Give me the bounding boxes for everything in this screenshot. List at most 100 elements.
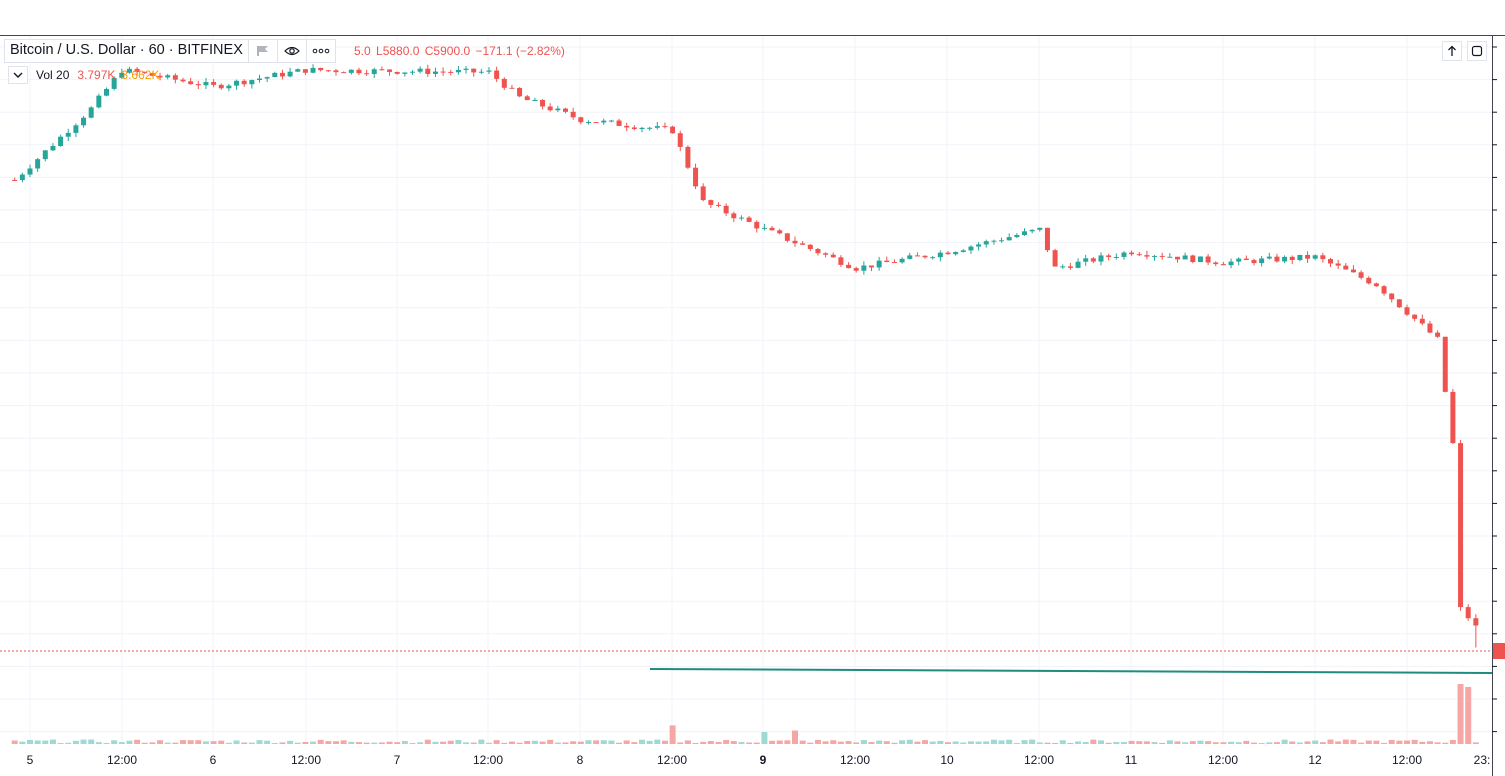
- candle-body: [1175, 256, 1180, 260]
- volume-bar: [684, 740, 691, 744]
- candle-body: [1312, 255, 1318, 259]
- volume-bar: [1136, 741, 1143, 744]
- volume-bar: [822, 741, 829, 744]
- volume-bar: [1228, 741, 1235, 744]
- volume-bar: [1312, 740, 1319, 744]
- candle-body: [1366, 277, 1372, 284]
- volume-bar: [478, 739, 485, 744]
- volume-bar: [1266, 742, 1273, 744]
- time-label: 12:00: [1023, 753, 1055, 767]
- candle-body: [195, 84, 201, 86]
- fullscreen-button[interactable]: [1467, 41, 1487, 61]
- volume-bar: [1067, 743, 1074, 744]
- candle-body: [356, 69, 362, 74]
- candle-body: [1450, 391, 1456, 444]
- volume-bar: [792, 730, 798, 744]
- scroll-up-button[interactable]: [1442, 41, 1462, 61]
- candle-body: [830, 254, 836, 258]
- volume-bar: [1243, 740, 1250, 744]
- volume-bar: [1411, 739, 1418, 744]
- flag-button[interactable]: [247, 40, 277, 62]
- volume-bar: [577, 741, 584, 744]
- volume-bar: [187, 740, 194, 744]
- symbol-legend[interactable]: Bitcoin / U.S. Dollar · 60 · BITFINEX: [4, 39, 336, 63]
- candle-body: [670, 126, 676, 134]
- candle-body: [517, 87, 523, 97]
- symbol-title[interactable]: Bitcoin / U.S. Dollar · 60 · BITFINEX: [10, 42, 243, 58]
- candle-body: [50, 145, 56, 151]
- candle-body: [1144, 255, 1150, 257]
- candle-body: [1259, 258, 1265, 264]
- candle-body: [1129, 252, 1135, 255]
- volume-bar: [1029, 739, 1036, 744]
- candle-body: [425, 68, 431, 74]
- candle-body: [302, 69, 308, 73]
- candle-body: [631, 127, 637, 130]
- volume-bar: [302, 741, 309, 744]
- candle-body: [325, 70, 331, 72]
- volume-bar: [661, 740, 668, 744]
- candle-body: [1335, 263, 1341, 266]
- candle-body: [96, 95, 102, 108]
- volume-bar: [1159, 742, 1166, 744]
- volume-bar: [1189, 741, 1196, 744]
- volume-bar: [730, 741, 737, 744]
- candle-body: [463, 68, 469, 70]
- more-button[interactable]: [305, 40, 335, 62]
- volume-bar: [401, 740, 408, 744]
- candle-body: [1075, 261, 1081, 268]
- volume-bar: [1304, 741, 1311, 744]
- candle-body: [716, 204, 721, 206]
- volume-bar: [1465, 687, 1472, 744]
- volume-bar: [547, 739, 554, 744]
- candle-body: [417, 68, 423, 72]
- candle-body: [754, 221, 760, 229]
- volume-bar: [1059, 740, 1066, 744]
- volume-bar: [1151, 742, 1158, 744]
- volume-bar: [1044, 742, 1051, 744]
- volume-bar: [967, 741, 974, 744]
- candle-body: [861, 265, 867, 271]
- candle-body: [1320, 255, 1326, 260]
- candle-body: [88, 107, 94, 118]
- candle-body: [1190, 255, 1196, 263]
- volume-value: 3.797K: [77, 68, 116, 82]
- candle-body: [1067, 266, 1073, 268]
- candle-body: [1343, 265, 1349, 270]
- volume-bar: [455, 739, 462, 744]
- candle-body: [1419, 318, 1425, 324]
- volume-bar: [310, 741, 317, 744]
- candle-body: [12, 180, 18, 181]
- volume-bar: [1396, 740, 1403, 744]
- candle-body: [1121, 252, 1127, 257]
- candle-body: [593, 122, 599, 124]
- volume-bar: [1075, 741, 1082, 744]
- collapse-studies-button[interactable]: [8, 66, 28, 84]
- candle-body: [486, 70, 492, 72]
- candle-body: [1205, 256, 1211, 263]
- candle-body: [126, 68, 132, 73]
- visibility-button[interactable]: [276, 40, 306, 62]
- volume-bar: [1021, 740, 1028, 744]
- candle-body: [1167, 256, 1173, 258]
- volume-study-label[interactable]: Vol 20: [36, 68, 70, 82]
- candle-body: [662, 126, 668, 128]
- volume-bar: [830, 740, 837, 744]
- candle-body: [540, 99, 546, 107]
- volume-bar: [1358, 742, 1365, 744]
- time-label: 8: [576, 753, 584, 767]
- candle-body: [1113, 256, 1119, 258]
- candle-body: [65, 132, 71, 137]
- volume-bar: [1052, 743, 1059, 744]
- volume-bar: [860, 740, 867, 744]
- candle-body: [654, 126, 660, 128]
- candle-body: [35, 159, 41, 169]
- volume-bar: [1143, 741, 1150, 744]
- volume-bar: [700, 741, 707, 744]
- volume-bar: [27, 739, 33, 744]
- time-label: 12:00: [1391, 753, 1423, 767]
- candle-body: [761, 227, 767, 229]
- candle-body: [1052, 250, 1058, 267]
